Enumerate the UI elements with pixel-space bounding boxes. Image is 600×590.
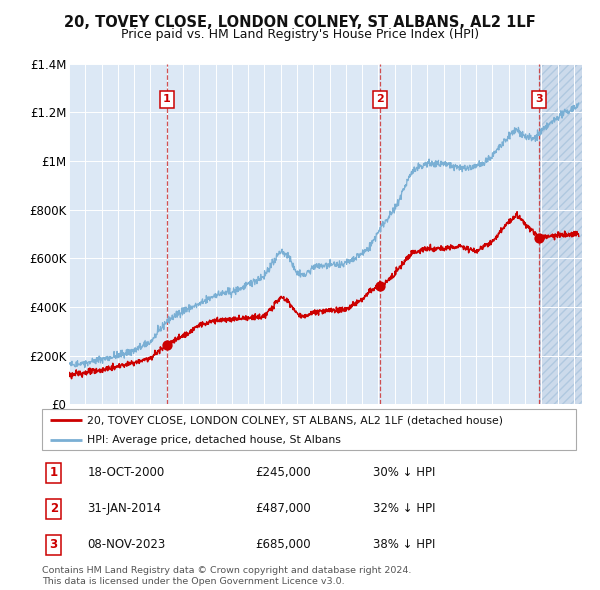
Text: 08-NOV-2023: 08-NOV-2023 (88, 539, 166, 552)
Text: Price paid vs. HM Land Registry's House Price Index (HPI): Price paid vs. HM Land Registry's House … (121, 28, 479, 41)
Text: £487,000: £487,000 (256, 502, 311, 516)
Text: HPI: Average price, detached house, St Albans: HPI: Average price, detached house, St A… (88, 435, 341, 444)
Point (375, 281, 385, 290)
Text: Contains HM Land Registry data © Crown copyright and database right 2024.
This d: Contains HM Land Registry data © Crown c… (42, 566, 412, 586)
Text: 30% ↓ HPI: 30% ↓ HPI (373, 466, 436, 479)
Text: 18-OCT-2000: 18-OCT-2000 (88, 466, 164, 479)
Text: 38% ↓ HPI: 38% ↓ HPI (373, 539, 436, 552)
Text: 31-JAN-2014: 31-JAN-2014 (88, 502, 161, 516)
Text: 1: 1 (50, 466, 58, 479)
FancyBboxPatch shape (42, 409, 576, 450)
Text: 3: 3 (535, 94, 542, 104)
Text: 2: 2 (376, 94, 383, 104)
Text: 20, TOVEY CLOSE, LONDON COLNEY, ST ALBANS, AL2 1LF (detached house): 20, TOVEY CLOSE, LONDON COLNEY, ST ALBAN… (88, 415, 503, 425)
Text: £245,000: £245,000 (256, 466, 311, 479)
Text: 3: 3 (50, 539, 58, 552)
Point (534, 233, 544, 242)
Bar (539, 64, 582, 404)
Text: 32% ↓ HPI: 32% ↓ HPI (373, 502, 436, 516)
Bar (539, 64, 582, 404)
Point (162, 340, 172, 349)
Text: 1: 1 (163, 94, 170, 104)
Text: £685,000: £685,000 (256, 539, 311, 552)
Text: 20, TOVEY CLOSE, LONDON COLNEY, ST ALBANS, AL2 1LF: 20, TOVEY CLOSE, LONDON COLNEY, ST ALBAN… (64, 15, 536, 30)
Text: 2: 2 (50, 502, 58, 516)
